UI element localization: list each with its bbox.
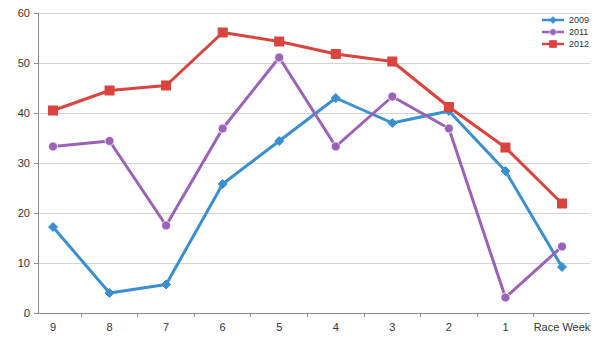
x-tick-label: 3 — [389, 321, 395, 333]
series — [49, 28, 567, 208]
y-tick-label: 0 — [24, 307, 30, 319]
legend-marker — [550, 29, 557, 36]
x-tick — [307, 313, 308, 317]
y-tick-label: 50 — [18, 57, 30, 69]
marker — [49, 223, 58, 232]
y-tick — [34, 263, 38, 264]
marker — [105, 137, 114, 146]
line — [53, 33, 562, 204]
marker — [275, 37, 284, 46]
marker — [558, 263, 567, 272]
x-tick-label: 9 — [50, 321, 56, 333]
x-tick-label: 8 — [106, 321, 112, 333]
y-tick-label: 40 — [18, 107, 30, 119]
legend-label: 2012 — [569, 39, 589, 49]
x-tick-label: 2 — [446, 321, 452, 333]
y-tick — [34, 13, 38, 14]
y-tick — [34, 113, 38, 114]
x-tick — [81, 313, 82, 317]
x-tick-label: 7 — [163, 321, 169, 333]
marker — [49, 106, 58, 115]
marker — [105, 289, 114, 298]
legend-marker — [550, 17, 557, 24]
marker — [558, 242, 567, 251]
y-tick-label: 20 — [18, 207, 30, 219]
x-tick — [194, 313, 195, 317]
marker — [444, 103, 453, 112]
marker — [501, 293, 510, 302]
x-tick — [533, 313, 534, 317]
legend-label: 2011 — [569, 27, 588, 37]
x-tick-label: 5 — [276, 321, 282, 333]
legend-label: 2009 — [569, 15, 589, 25]
x-tick-label: 1 — [502, 321, 508, 333]
marker — [331, 94, 340, 103]
marker — [218, 28, 227, 37]
marker — [388, 92, 397, 101]
y-tick — [34, 213, 38, 214]
marker — [218, 124, 227, 133]
marker — [388, 119, 397, 128]
marker — [162, 81, 171, 90]
y-tick — [34, 63, 38, 64]
y-axis — [38, 13, 39, 313]
line — [53, 58, 562, 298]
grid-line — [38, 63, 590, 64]
marker — [501, 143, 510, 152]
plot-area — [49, 28, 567, 302]
marker — [49, 142, 58, 151]
x-tick-label: 6 — [220, 321, 226, 333]
marker — [218, 180, 227, 189]
line — [53, 98, 562, 293]
grid-line — [38, 213, 590, 214]
y-tick-label: 10 — [18, 257, 30, 269]
chart: 0102030405060987654321Race Week200920112… — [0, 0, 600, 339]
grid-line — [38, 163, 590, 164]
x-tick — [364, 313, 365, 317]
marker — [275, 53, 284, 62]
x-tick-label: Race Week — [534, 321, 591, 333]
y-tick-label: 30 — [18, 157, 30, 169]
series — [49, 94, 567, 298]
marker — [331, 50, 340, 59]
marker — [501, 167, 510, 176]
marker — [105, 86, 114, 95]
grid-line — [38, 313, 590, 314]
marker — [162, 221, 171, 230]
legend: 2009 2011 2012 — [542, 15, 589, 49]
x-tick — [477, 313, 478, 317]
grid-line — [38, 263, 590, 264]
x-tick-label: 4 — [333, 321, 339, 333]
marker — [388, 57, 397, 66]
marker — [162, 280, 171, 289]
marker — [558, 199, 567, 208]
grid — [34, 13, 590, 313]
x-tick — [24, 313, 25, 317]
grid-line — [38, 13, 590, 14]
y-tick — [34, 313, 38, 314]
y-tick — [34, 163, 38, 164]
y-tick-label: 60 — [18, 7, 30, 19]
marker — [275, 137, 284, 146]
x-tick — [137, 313, 138, 317]
marker — [444, 124, 453, 133]
chart-container: 0102030405060987654321Race Week200920112… — [0, 0, 600, 339]
x-tick — [420, 313, 421, 317]
marker — [331, 142, 340, 151]
legend-marker — [550, 41, 557, 48]
x-tick — [250, 313, 251, 317]
